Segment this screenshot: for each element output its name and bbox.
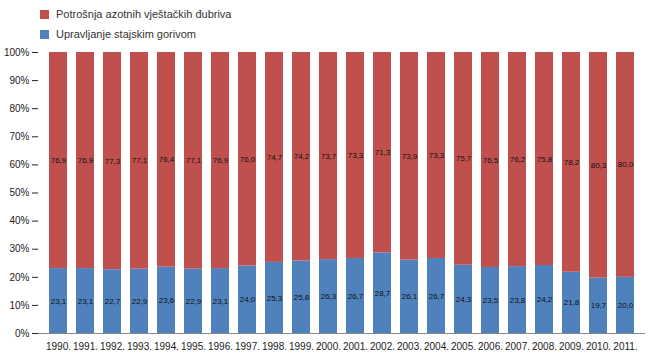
svg-text:77,1: 77,1: [132, 156, 148, 165]
svg-text:74,7: 74,7: [267, 153, 283, 162]
svg-text:2003.: 2003.: [397, 341, 422, 352]
svg-text:73,9: 73,9: [402, 152, 418, 161]
svg-text:23,1: 23,1: [78, 297, 94, 306]
svg-text:2006.: 2006.: [478, 341, 503, 352]
svg-text:76,2: 76,2: [510, 155, 526, 164]
svg-text:2004.: 2004.: [424, 341, 449, 352]
svg-text:23,1: 23,1: [213, 297, 229, 306]
svg-text:77,3: 77,3: [105, 157, 121, 166]
svg-text:75,8: 75,8: [537, 155, 553, 164]
svg-text:76,9: 76,9: [51, 156, 67, 165]
svg-text:10%: 10%: [9, 300, 29, 311]
svg-text:30%: 30%: [9, 243, 29, 254]
svg-text:75,7: 75,7: [456, 154, 472, 163]
svg-text:26,7: 26,7: [348, 292, 364, 301]
svg-text:1993.: 1993.: [127, 341, 152, 352]
svg-text:2001.: 2001.: [343, 341, 368, 352]
svg-text:1992.: 1992.: [100, 341, 125, 352]
svg-text:23,5: 23,5: [483, 296, 499, 305]
svg-text:1997.: 1997.: [235, 341, 260, 352]
svg-text:80,0: 80,0: [618, 160, 634, 169]
svg-text:73,3: 73,3: [429, 151, 445, 160]
svg-text:24,2: 24,2: [537, 295, 553, 304]
svg-text:26,1: 26,1: [402, 292, 418, 301]
svg-text:2010.: 2010.: [586, 341, 611, 352]
svg-text:23,1: 23,1: [51, 297, 67, 306]
svg-text:76,5: 76,5: [483, 156, 499, 165]
svg-text:60%: 60%: [9, 159, 29, 170]
svg-text:26,7: 26,7: [429, 292, 445, 301]
svg-text:1999.: 1999.: [289, 341, 314, 352]
svg-text:28,7: 28,7: [375, 289, 391, 298]
svg-text:22,7: 22,7: [105, 297, 121, 306]
svg-text:90%: 90%: [9, 75, 29, 86]
svg-text:2008.: 2008.: [532, 341, 557, 352]
svg-text:0%: 0%: [15, 328, 30, 339]
svg-text:2002.: 2002.: [370, 341, 395, 352]
svg-text:76,4: 76,4: [159, 155, 175, 164]
svg-text:80%: 80%: [9, 103, 29, 114]
svg-text:22,9: 22,9: [186, 297, 202, 306]
svg-text:20,0: 20,0: [618, 301, 634, 310]
html-text:Upravljanje stajskim gorivom: Upravljanje stajskim gorivom: [56, 28, 196, 40]
svg-text:1991.: 1991.: [73, 341, 98, 352]
svg-text:23,8: 23,8: [510, 296, 526, 305]
svg-text:24,3: 24,3: [456, 295, 472, 304]
svg-text:1995.: 1995.: [181, 341, 206, 352]
svg-text:76,0: 76,0: [240, 155, 256, 164]
svg-text:80,3: 80,3: [591, 161, 607, 170]
svg-text:1996.: 1996.: [208, 341, 233, 352]
svg-text:50%: 50%: [9, 187, 29, 198]
svg-text:100%: 100%: [4, 47, 30, 58]
svg-text:76,9: 76,9: [78, 156, 94, 165]
svg-text:1990.: 1990.: [46, 341, 71, 352]
svg-text:2011.: 2011.: [613, 341, 637, 352]
svg-text:24,0: 24,0: [240, 295, 256, 304]
svg-text:70%: 70%: [9, 131, 29, 142]
svg-text:2000.: 2000.: [316, 341, 341, 352]
svg-text:2007.: 2007.: [505, 341, 530, 352]
svg-text:21,8: 21,8: [564, 298, 580, 307]
svg-text:1994.: 1994.: [154, 341, 179, 352]
svg-text:71,3: 71,3: [375, 148, 391, 157]
svg-text:73,3: 73,3: [348, 151, 364, 160]
svg-text:20%: 20%: [9, 272, 29, 283]
svg-text:26,3: 26,3: [321, 292, 337, 301]
svg-text:2005.: 2005.: [451, 341, 476, 352]
svg-text:25,3: 25,3: [267, 294, 283, 303]
svg-text:23,6: 23,6: [159, 296, 175, 305]
svg-text:1998.: 1998.: [262, 341, 287, 352]
html-text:Potrošnja azotnih vještačkih đ: Potrošnja azotnih vještačkih đubriva: [56, 8, 232, 20]
svg-text:73,7: 73,7: [321, 152, 337, 161]
svg-text:74,2: 74,2: [294, 152, 310, 161]
svg-text:78,2: 78,2: [564, 158, 580, 167]
svg-text:22,9: 22,9: [132, 297, 148, 306]
svg-text:77,1: 77,1: [186, 156, 202, 165]
svg-text:25,8: 25,8: [294, 293, 310, 302]
svg-text:19,7: 19,7: [591, 301, 607, 310]
svg-text:76,9: 76,9: [213, 156, 229, 165]
svg-text:40%: 40%: [9, 215, 29, 226]
svg-text:2009.: 2009.: [559, 341, 584, 352]
